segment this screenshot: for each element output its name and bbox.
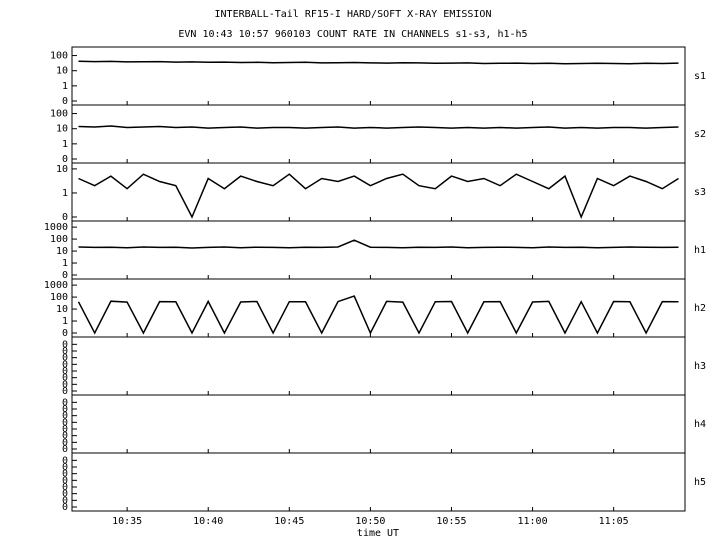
y-tick-label: 0 <box>62 96 68 107</box>
y-tick-label: 0 <box>62 328 68 339</box>
x-tick-label: 10:35 <box>112 516 142 527</box>
y-tick-label: 100 <box>50 234 68 245</box>
series-line <box>78 173 679 219</box>
y-tick-label: 0 <box>62 502 68 513</box>
x-tick-label: 10:40 <box>193 516 223 527</box>
y-tick-label: 1 <box>62 316 68 327</box>
y-tick-label: 100 <box>50 51 68 62</box>
y-tick-label: 1 <box>62 258 68 269</box>
y-tick-label: 0 <box>62 373 68 384</box>
series-line <box>78 125 679 129</box>
y-tick-label: 0 <box>62 444 68 455</box>
y-tick-label: 1 <box>62 139 68 150</box>
y-tick-label: 1000 <box>44 280 68 291</box>
y-tick-label: 100 <box>50 109 68 120</box>
panel-label: h5 <box>694 477 706 488</box>
panel-label: h1 <box>694 245 706 256</box>
y-tick-label: 0 <box>62 417 68 428</box>
panel-label: s2 <box>694 129 706 140</box>
x-tick-label: 11:00 <box>518 516 548 527</box>
y-tick-label: 1 <box>62 81 68 92</box>
panel-label: h3 <box>694 361 706 372</box>
y-tick-label: 0 <box>62 462 68 473</box>
series-line <box>78 239 679 249</box>
series-line <box>78 60 679 65</box>
y-tick-label: 0 <box>62 353 68 364</box>
y-tick-label: 0 <box>62 366 68 377</box>
chart-title: INTERBALL-Tail RF15-I HARD/SOFT X-RAY EM… <box>215 9 492 20</box>
y-tick-label: 0 <box>62 154 68 165</box>
x-tick-label: 11:05 <box>599 516 629 527</box>
x-tick-label: 10:55 <box>436 516 466 527</box>
y-tick-label: 10 <box>56 164 68 175</box>
y-tick-label: 0 <box>62 495 68 506</box>
chart-subtitle: EVN 10:43 10:57 960103 COUNT RATE IN CHA… <box>178 29 527 40</box>
y-tick-label: 0 <box>62 411 68 422</box>
y-tick-label: 0 <box>62 437 68 448</box>
y-tick-label: 0 <box>62 386 68 397</box>
x-tick-label: 10:50 <box>355 516 385 527</box>
y-tick-label: 0 <box>62 431 68 442</box>
y-tick-label: 0 <box>62 455 68 466</box>
series-line <box>77 295 679 335</box>
y-tick-label: 1000 <box>44 222 68 233</box>
y-tick-label: 0 <box>62 270 68 281</box>
panel-label: s3 <box>694 187 706 198</box>
y-tick-label: 0 <box>62 346 68 357</box>
y-tick-label: 0 <box>62 489 68 500</box>
y-tick-label: 0 <box>62 475 68 486</box>
y-tick-label: 0 <box>62 359 68 370</box>
panel-label: h4 <box>694 419 706 430</box>
panel-label: s1 <box>694 71 706 82</box>
y-tick-label: 10 <box>56 304 68 315</box>
y-tick-label: 0 <box>62 379 68 390</box>
y-tick-label: 10 <box>56 66 68 77</box>
y-tick-label: 0 <box>62 339 68 350</box>
y-tick-label: 10 <box>56 246 68 257</box>
y-tick-label: 100 <box>50 292 68 303</box>
y-tick-label: 10 <box>56 124 68 135</box>
y-tick-label: 0 <box>62 404 68 415</box>
x-tick-label: 10:45 <box>274 516 304 527</box>
y-tick-label: 0 <box>62 482 68 493</box>
panel-label: h2 <box>694 303 706 314</box>
panel-frame <box>71 452 686 512</box>
x-axis-label: time UT <box>357 528 399 539</box>
y-tick-label: 0 <box>62 397 68 408</box>
y-tick-label: 0 <box>62 469 68 480</box>
y-tick-label: 0 <box>62 424 68 435</box>
y-tick-label: 0 <box>62 212 68 223</box>
y-tick-label: 1 <box>62 188 68 199</box>
